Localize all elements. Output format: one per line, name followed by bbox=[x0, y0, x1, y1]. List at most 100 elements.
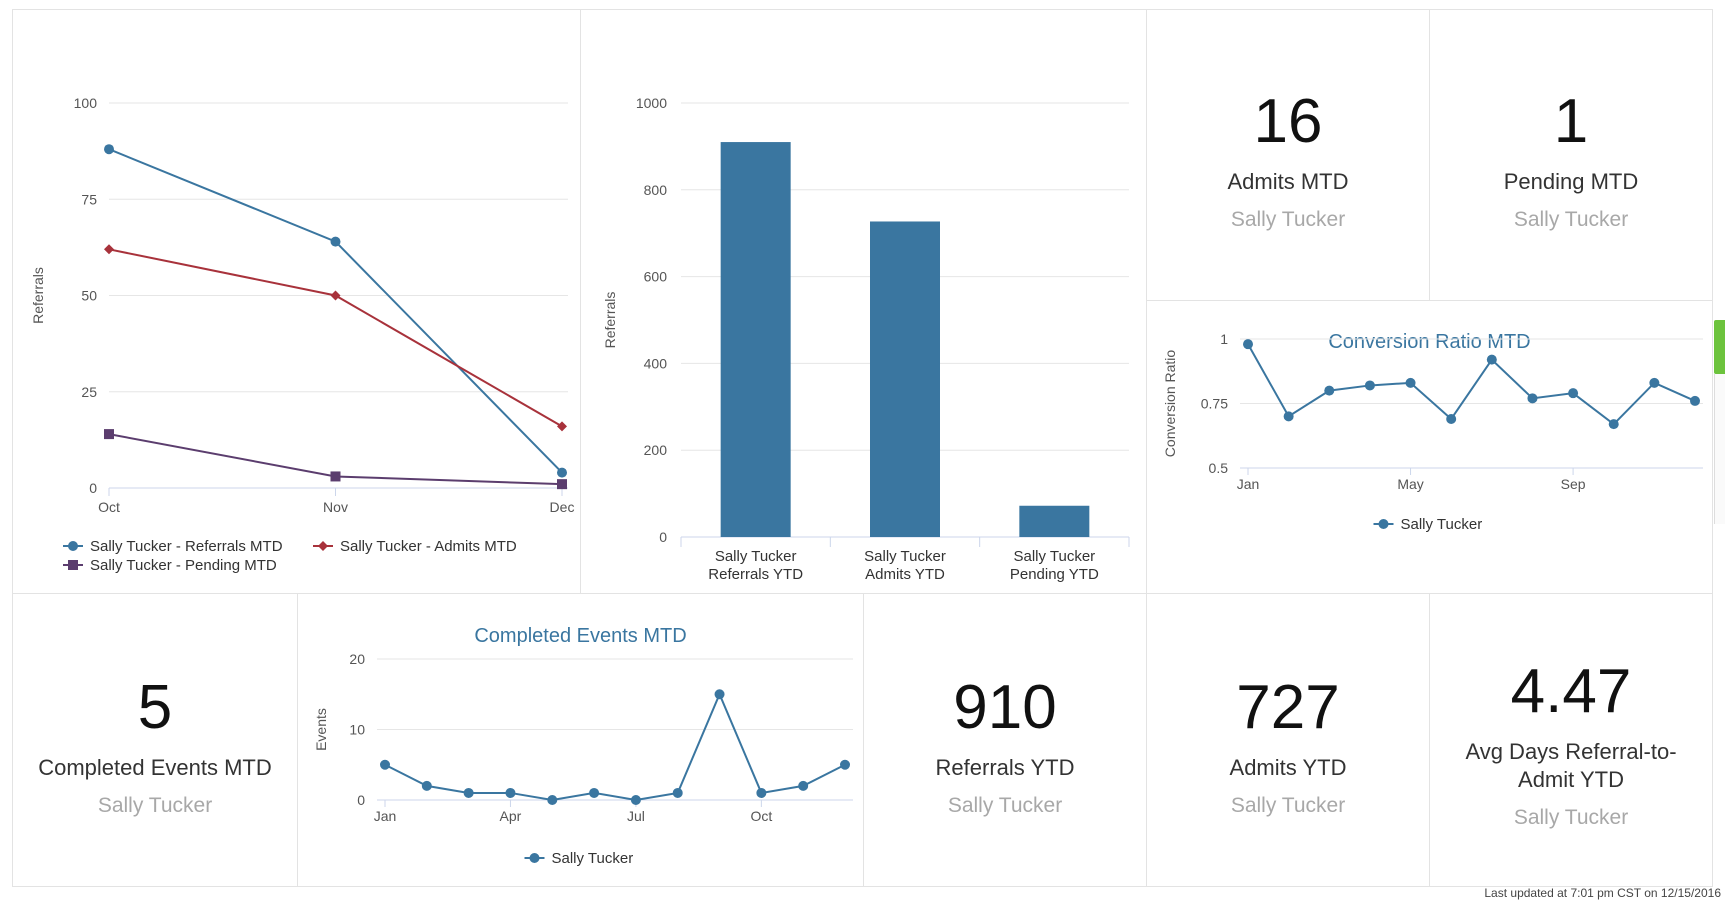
bar bbox=[1019, 505, 1090, 537]
admits-ytd-value: 727 bbox=[1236, 673, 1340, 742]
data-point bbox=[1324, 385, 1335, 396]
y-tick-label: 100 bbox=[74, 95, 98, 111]
data-point bbox=[547, 795, 558, 805]
conversion-ratio-chart-panel: Conversion Ratio MTD 0.5 0.75 1 Jan May Sep Con… bbox=[1146, 300, 1713, 594]
legend-label: Sally Tucker - Referrals MTD bbox=[90, 538, 283, 555]
bar bbox=[870, 221, 940, 537]
completed-events-line-chart: Completed Events MTD 0 10 20 Jan Apr Jul Oct Eve… bbox=[313, 625, 853, 867]
avg-days-label: Avg Days Referral-to-Admit YTD bbox=[1465, 739, 1677, 792]
data-point bbox=[557, 421, 567, 432]
referrals-ytd-tile[interactable]: 910 Referrals YTD Sally Tucker bbox=[863, 593, 1147, 887]
y-tick-label: 600 bbox=[644, 269, 668, 285]
admits-ytd-owner: Sally Tucker bbox=[1230, 794, 1346, 817]
x-tick-label: Sep bbox=[1561, 476, 1586, 492]
completed-events-mtd-label: Completed Events MTD bbox=[38, 755, 272, 780]
data-point bbox=[1243, 339, 1253, 350]
avg-days-value: 4.47 bbox=[1510, 657, 1632, 726]
completed-events-mtd-owner: Sally Tucker bbox=[97, 794, 213, 817]
data-point bbox=[714, 689, 725, 700]
y-tick-label: 0.75 bbox=[1201, 396, 1228, 412]
scroll-handle[interactable] bbox=[1714, 320, 1725, 374]
data-point bbox=[421, 780, 432, 791]
x-tick-label: Jan bbox=[1237, 476, 1260, 492]
legend-label: Sally Tucker bbox=[552, 850, 634, 867]
pending-mtd-label: Pending MTD bbox=[1503, 169, 1639, 194]
pending-mtd-tile[interactable]: 1 Pending MTD Sally Tucker bbox=[1429, 9, 1713, 301]
y-axis-label: Conversion Ratio bbox=[1162, 350, 1178, 458]
legend-label: Sally Tucker - Pending MTD bbox=[90, 557, 277, 574]
referrals-ytd-value: 910 bbox=[953, 673, 1057, 742]
pending-mtd-value: 1 bbox=[1553, 87, 1589, 156]
y-axis-label: Referrals bbox=[30, 267, 46, 324]
data-point bbox=[380, 759, 390, 770]
x-tick-label: Admits YTD bbox=[865, 566, 945, 583]
data-point bbox=[1649, 377, 1660, 388]
data-point bbox=[505, 787, 516, 798]
y-tick-label: 75 bbox=[81, 191, 97, 207]
data-point bbox=[557, 467, 567, 478]
y-axis-label: Events bbox=[313, 708, 329, 751]
completed-events-chart-panel: Completed Events MTD 0 10 20 Jan Apr Jul Oct Eve… bbox=[297, 593, 864, 887]
completed-events-mtd-value: 5 bbox=[137, 673, 173, 742]
data-point bbox=[1527, 393, 1538, 404]
x-tick-label: Referrals YTD bbox=[708, 566, 803, 583]
x-tick-label: Nov bbox=[323, 499, 348, 515]
chart-title: Completed Events MTD bbox=[474, 625, 686, 647]
legend-marker bbox=[68, 541, 78, 551]
data-point bbox=[840, 759, 850, 770]
admits-ytd-tile[interactable]: 727 Admits YTD Sally Tucker bbox=[1146, 593, 1430, 887]
admits-mtd-owner: Sally Tucker bbox=[1230, 208, 1346, 231]
x-tick-label: Oct bbox=[750, 808, 772, 824]
y-axis-label: Referrals bbox=[602, 292, 618, 349]
x-tick-label: Sally Tucker bbox=[1013, 548, 1095, 565]
admits-mtd-label: Admits MTD bbox=[1227, 169, 1349, 194]
x-tick-label: Jul bbox=[627, 808, 645, 824]
series-line bbox=[108, 148, 563, 474]
data-point bbox=[1446, 413, 1457, 424]
x-tick-label: Sally Tucker bbox=[864, 548, 946, 565]
y-tick-label: 400 bbox=[644, 355, 668, 371]
admits-mtd-value: 16 bbox=[1253, 87, 1323, 156]
data-point bbox=[672, 787, 683, 798]
legend-marker bbox=[1378, 519, 1389, 529]
referrals-ytd-label: Referrals YTD bbox=[935, 755, 1075, 780]
legend-marker bbox=[529, 853, 540, 863]
y-tick-label: 0 bbox=[357, 792, 365, 808]
x-tick-label: Apr bbox=[500, 808, 522, 824]
y-tick-label: 25 bbox=[81, 384, 97, 400]
conversion-ratio-line-chart: Conversion Ratio MTD 0.5 0.75 1 Jan May Sep Con… bbox=[1162, 331, 1703, 533]
x-tick-label: May bbox=[1397, 476, 1423, 492]
referrals-mtd-chart-panel: 0 25 50 75 100 Oct Nov Dec Referrals Sally Tucker… bbox=[12, 9, 581, 594]
legend-label: Sally Tucker - Admits MTD bbox=[340, 538, 517, 555]
ytd-bar-chart-panel: 0 200 400 600 800 1000 Referrals Sally Tucker Re… bbox=[580, 9, 1147, 594]
data-point bbox=[104, 429, 114, 440]
referrals-ytd-owner: Sally Tucker bbox=[947, 794, 1063, 817]
pending-mtd-owner: Sally Tucker bbox=[1513, 208, 1629, 231]
data-point bbox=[1568, 388, 1579, 399]
y-tick-label: 800 bbox=[644, 182, 668, 198]
series-line bbox=[108, 248, 563, 428]
series-line bbox=[1247, 343, 1696, 426]
data-point bbox=[756, 787, 767, 798]
data-point bbox=[1364, 380, 1375, 391]
data-point bbox=[104, 244, 114, 255]
data-point bbox=[1690, 395, 1700, 406]
admits-mtd-tile[interactable]: 16 Admits MTD Sally Tucker bbox=[1146, 9, 1430, 301]
scroll-track[interactable] bbox=[1714, 374, 1725, 524]
avg-days-tile[interactable]: 4.47 Avg Days Referral-to-Admit YTD Sall… bbox=[1429, 593, 1713, 887]
legend-label: Sally Tucker bbox=[1401, 516, 1483, 533]
last-updated-text: Last updated at 7:01 pm CST on 12/15/201… bbox=[1484, 886, 1721, 900]
data-point bbox=[557, 479, 567, 490]
series-line bbox=[384, 691, 846, 802]
y-tick-label: 0 bbox=[89, 480, 97, 496]
avg-days-owner: Sally Tucker bbox=[1513, 806, 1629, 829]
x-tick-label: Dec bbox=[550, 499, 575, 515]
x-tick-label: Jan bbox=[374, 808, 397, 824]
data-point bbox=[463, 787, 474, 798]
x-tick-label: Pending YTD bbox=[1010, 566, 1099, 583]
y-tick-label: 200 bbox=[644, 442, 668, 458]
bar bbox=[720, 142, 791, 537]
data-point bbox=[589, 787, 600, 798]
completed-events-mtd-tile[interactable]: 5 Completed Events MTD Sally Tucker bbox=[12, 593, 298, 887]
